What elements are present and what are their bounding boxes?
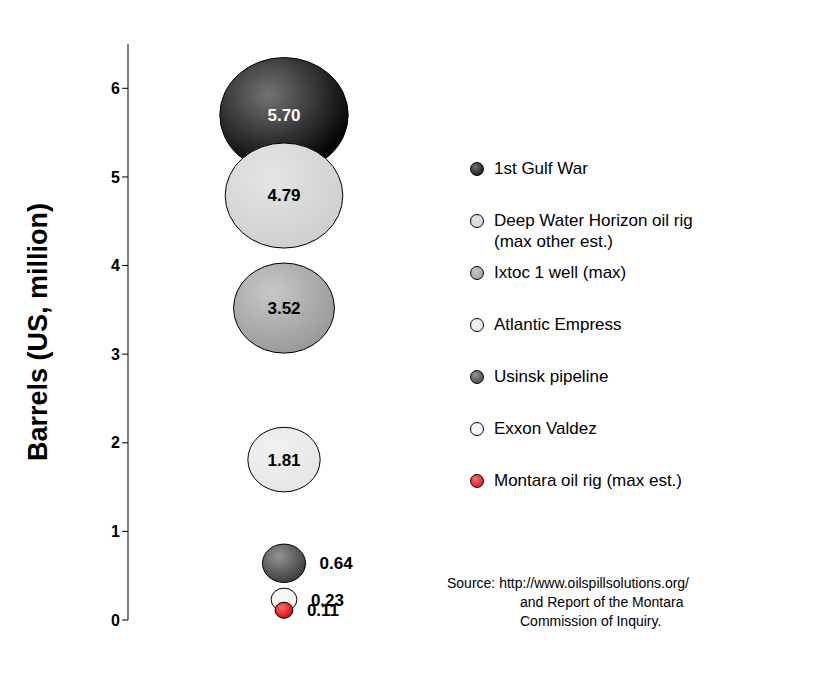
- html-text:Ixtoc 1 well (max): Ixtoc 1 well (max): [494, 263, 627, 282]
- svg-text:5: 5: [111, 169, 120, 186]
- html-text:Atlantic Empress: Atlantic Empress: [494, 315, 622, 334]
- html-text:Usinsk pipeline: Usinsk pipeline: [494, 367, 609, 386]
- html-text:Commission of Inquiry.: Commission of Inquiry.: [520, 613, 662, 629]
- html-text:Deep Water Horizon oil rig (ma: Deep Water Horizon oil rig (max other es…: [494, 211, 693, 251]
- html-text:Barrels (US, million): Barrels (US, million): [22, 203, 53, 461]
- svg-text:1: 1: [111, 523, 120, 540]
- svg-text:2: 2: [111, 434, 120, 451]
- html-text:and Report of the Montara: and Report of the Montara: [520, 594, 684, 610]
- svg-text:3.52: 3.52: [267, 299, 300, 318]
- svg-text:0: 0: [111, 612, 120, 629]
- svg-text:4: 4: [111, 257, 120, 274]
- svg-text:0.23: 0.23: [310, 590, 344, 610]
- html-text:Source: http://www.oilspillsol: Source: http://www.oilspillsolutions.org…: [447, 575, 689, 591]
- svg-text:5.70: 5.70: [267, 106, 300, 125]
- html-text:Montara oil rig (max est.): Montara oil rig (max est.): [494, 471, 682, 490]
- html-text:1st Gulf War: 1st Gulf War: [494, 159, 588, 178]
- svg-text:1.81: 1.81: [267, 451, 300, 470]
- svg-text:0.11: 0.11: [307, 601, 339, 620]
- html-text:Exxon Valdez: Exxon Valdez: [494, 419, 597, 438]
- svg-text:0.64: 0.64: [320, 554, 354, 573]
- svg-text:6: 6: [111, 80, 120, 97]
- svg-text:4.79: 4.79: [267, 186, 300, 205]
- svg-text:3: 3: [111, 346, 120, 363]
